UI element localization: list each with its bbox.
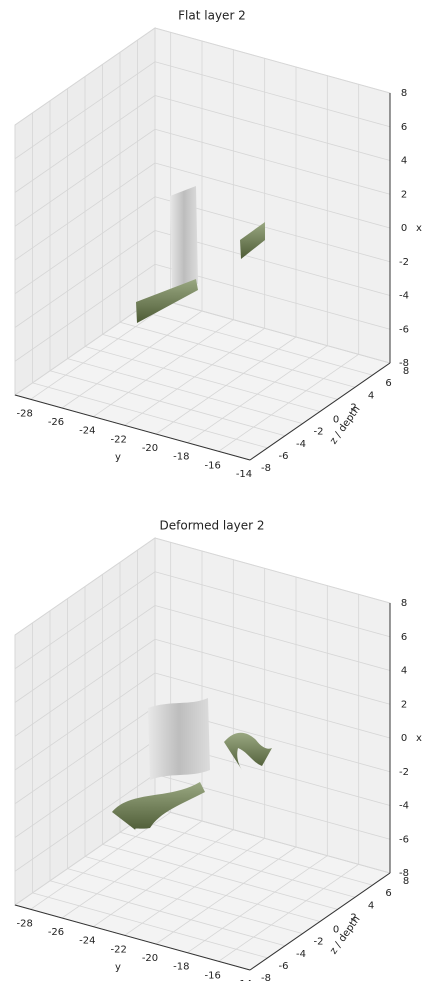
text-surface — [148, 698, 210, 780]
x-tick-label: -22 — [110, 944, 126, 955]
y-tick-label: -6 — [279, 961, 289, 972]
figure: -28-26-24-22-20-18-16-14-8-6-4-202468-8-… — [0, 0, 424, 981]
x-tick-label: -24 — [79, 936, 95, 947]
z-tick-label: -2 — [399, 257, 409, 268]
y-tick-label: -8 — [261, 463, 271, 474]
x-tick-label: -26 — [48, 417, 64, 428]
z-tick-label: -4 — [399, 801, 409, 812]
y-tick-label: -2 — [314, 427, 324, 438]
y-tick-label: -4 — [296, 949, 306, 960]
x-tick-label: -20 — [142, 443, 158, 454]
x-tick-label: -14 — [236, 469, 252, 480]
y-tick-label: 6 — [385, 888, 391, 899]
z-axis-label: x — [416, 223, 422, 234]
chart-title: Flat layer 2 — [178, 9, 246, 23]
y-tick-label: -6 — [279, 451, 289, 462]
axes: -28-26-24-22-20-18-16-14-8-6-4-202468-8-… — [15, 9, 422, 481]
y-tick-label: 6 — [385, 378, 391, 389]
z-tick-label: -8 — [399, 868, 409, 879]
chart-title: Deformed layer 2 — [160, 519, 265, 533]
z-tick-label: -6 — [399, 324, 409, 335]
x-tick-label: -18 — [173, 962, 189, 973]
z-tick-label: 4 — [401, 156, 407, 167]
z-tick-label: 2 — [401, 699, 407, 710]
axes: -28-26-24-22-20-18-16-14-8-6-4-202468-8-… — [15, 519, 422, 981]
y-tick-label: -4 — [296, 439, 306, 450]
z-tick-label: 2 — [401, 189, 407, 200]
z-tick-label: -4 — [399, 291, 409, 302]
z-tick-label: 6 — [401, 122, 407, 133]
y-tick-label: -8 — [261, 973, 271, 981]
z-tick-label: 6 — [401, 632, 407, 643]
x-tick-label: -26 — [48, 927, 64, 938]
x-tick-label: -16 — [204, 970, 220, 981]
z-tick-label: -8 — [399, 358, 409, 369]
y-tick-label: 0 — [333, 415, 339, 426]
x-axis-label: y — [115, 452, 121, 463]
z-tick-label: 0 — [401, 733, 407, 744]
x-tick-label: -28 — [16, 918, 32, 929]
z-tick-label: -6 — [399, 834, 409, 845]
y-tick-label: 4 — [368, 390, 374, 401]
x-tick-label: -18 — [173, 452, 189, 463]
z-tick-label: 4 — [401, 666, 407, 677]
x-tick-label: -20 — [142, 953, 158, 964]
y-tick-label: 4 — [368, 900, 374, 911]
text-surface — [170, 186, 198, 290]
x-tick-label: -16 — [204, 460, 220, 471]
x-tick-label: -22 — [110, 434, 126, 445]
z-tick-label: 8 — [401, 598, 407, 609]
z-tick-label: 0 — [401, 223, 407, 234]
x-tick-label: -28 — [16, 408, 32, 419]
z-tick-label: 8 — [401, 88, 407, 99]
x-tick-label: -24 — [79, 426, 95, 437]
z-axis-label: x — [416, 733, 422, 744]
y-tick-label: -2 — [314, 937, 324, 948]
z-tick-label: -2 — [399, 767, 409, 778]
y-tick-label: 0 — [333, 925, 339, 936]
x-axis-label: y — [115, 962, 121, 973]
